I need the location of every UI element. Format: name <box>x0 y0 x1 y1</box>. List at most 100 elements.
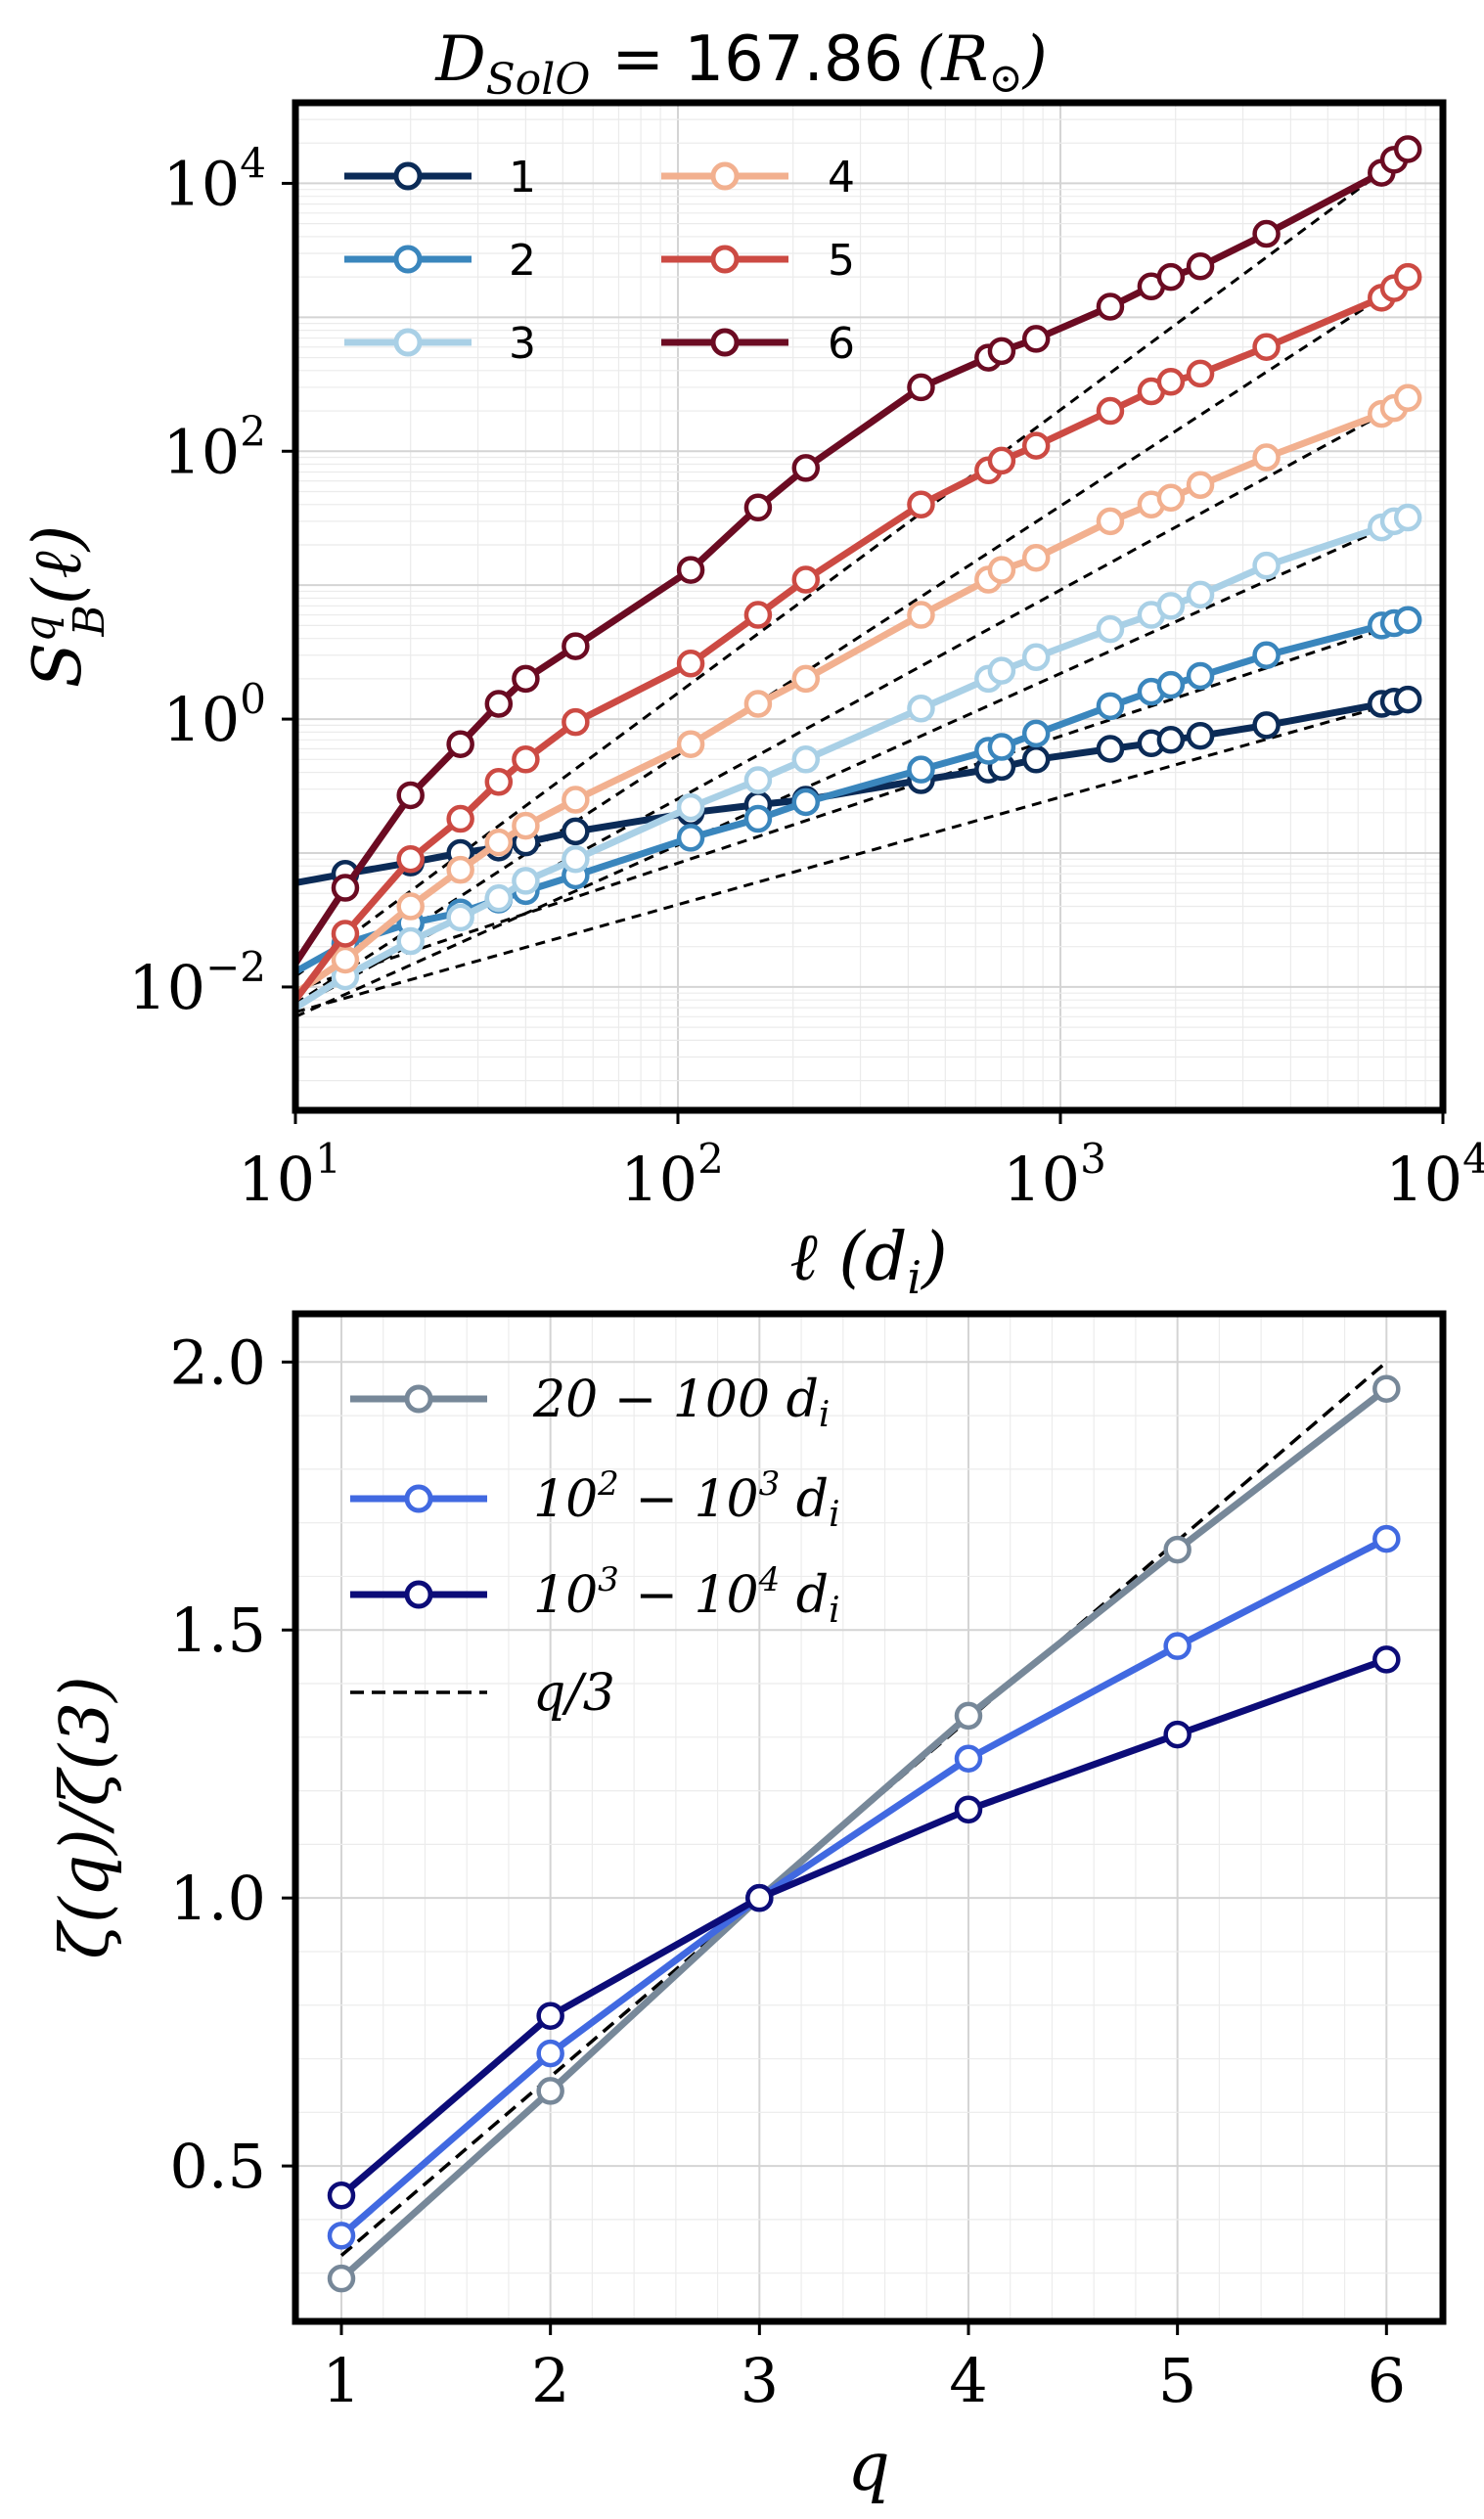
top-y-label-sub: B <box>65 605 114 637</box>
data-point-range-3 <box>1163 1720 1192 1749</box>
legend-marker-q2 <box>393 245 423 274</box>
series-line-q6 <box>292 146 1411 966</box>
top-y-tick-label: 10−2 <box>128 943 266 1023</box>
data-point-q2 <box>1393 606 1422 634</box>
data-point-q3 <box>1156 592 1186 620</box>
data-point-q4 <box>396 892 425 921</box>
data-point-q5 <box>446 804 474 833</box>
data-point-q6 <box>396 781 425 810</box>
bottom-y-tick-label: 0.5 <box>169 2131 266 2202</box>
data-point-q4 <box>1393 383 1422 413</box>
data-point-q3 <box>743 766 773 794</box>
data-point-q4 <box>907 601 935 629</box>
top-x-axis-label: ℓ (di) <box>789 1219 947 1304</box>
top-x-tick-label: 101 <box>238 1135 341 1215</box>
data-point-range-1 <box>1163 1535 1192 1564</box>
data-point-q6 <box>1156 262 1186 292</box>
data-point-q1 <box>1186 721 1215 750</box>
top-y-tick-exp: 4 <box>240 139 266 187</box>
data-point-q3 <box>1393 503 1422 532</box>
legend-entry-reference: q/3 <box>350 1664 615 1723</box>
data-point-q2 <box>1021 719 1051 748</box>
top-y-tick-base: 10 <box>162 684 240 755</box>
data-point-q3 <box>484 883 514 913</box>
bottom-y-tick-label: 2.0 <box>169 1327 266 1398</box>
legend-label-range-20-100: 20 − 100 di <box>532 1371 830 1435</box>
legend-range-3-sup2: 4 <box>758 1560 781 1599</box>
top-y-tick-label: 100 <box>162 675 266 755</box>
data-point-range-2 <box>954 1744 983 1773</box>
top-x-tick-base: 10 <box>1385 1144 1462 1215</box>
top-x-tick-exp: 4 <box>1462 1135 1484 1183</box>
data-point-range-3 <box>1372 1645 1401 1674</box>
data-point-q5 <box>1393 262 1422 292</box>
data-point-q2 <box>1252 641 1281 670</box>
series-line-range-1 <box>338 1385 1389 2281</box>
data-point-q3 <box>676 792 705 822</box>
data-point-q5 <box>791 565 821 594</box>
data-point-q3 <box>987 656 1016 685</box>
top-plot-frame <box>292 99 1447 1114</box>
top-y-axis-label: SqB(ℓ) <box>16 525 114 689</box>
data-point-q4 <box>484 828 514 857</box>
data-point-q3 <box>907 695 935 723</box>
legend-entry-range-20-100: 20 − 100 di <box>350 1371 830 1435</box>
data-point-q5 <box>484 767 514 796</box>
top-fit-line-q4 <box>294 398 1409 1010</box>
top-x-tick-base: 10 <box>620 1144 697 1215</box>
legend-range-2-end: d <box>780 1470 829 1529</box>
data-point-q5 <box>1096 396 1125 426</box>
top-y-tick-exp: −2 <box>205 943 266 991</box>
data-point-q3 <box>1252 551 1281 580</box>
data-point-q5 <box>907 490 935 518</box>
legend-label-q1: 1 <box>509 153 536 202</box>
data-point-q1 <box>1252 711 1281 740</box>
data-point-range-3 <box>536 2002 564 2030</box>
legend-marker-q5 <box>710 245 740 274</box>
data-point-q3 <box>1021 643 1051 672</box>
legend-label-range-1e3-1e4: 103 − 104 di <box>533 1560 840 1631</box>
top-x-tick-exp: 3 <box>1080 1135 1106 1183</box>
top-y-tick-label: 104 <box>162 139 266 219</box>
legend-range-3-end: d <box>780 1566 829 1625</box>
data-point-q3 <box>791 745 821 774</box>
series-line-range-2 <box>338 1535 1388 2238</box>
bottom-y-axis-label: ζ(q)/ζ(3) <box>47 1676 124 1959</box>
data-point-q4 <box>743 690 773 718</box>
data-point-q6 <box>1021 325 1051 353</box>
data-point-q6 <box>676 556 705 584</box>
legend-range-3-base: 10 <box>533 1566 598 1625</box>
data-point-q3 <box>446 903 474 932</box>
legend-label-range-1e2-1e3: 102 − 103 di <box>533 1464 840 1535</box>
bottom-x-tick-label: 6 <box>1368 2345 1406 2416</box>
legend-marker-q4 <box>710 161 740 191</box>
data-point-q5 <box>1156 368 1186 396</box>
top-x-label-close: ) <box>920 1219 948 1296</box>
data-point-q3 <box>396 926 425 956</box>
legend-range-3-sup: 3 <box>598 1560 619 1599</box>
bottom-x-tick-label: 2 <box>531 2345 569 2416</box>
data-point-q4 <box>1156 483 1186 512</box>
bottom-reference-line <box>339 1360 1388 2257</box>
bottom-x-tick-label: 1 <box>322 2345 360 2416</box>
data-point-q5 <box>1021 431 1051 460</box>
data-point-q3 <box>512 867 540 895</box>
legend-range-2-mid: − 10 <box>619 1470 759 1529</box>
bottom-x-tick-label: 5 <box>1158 2345 1196 2416</box>
data-point-q1 <box>562 817 590 846</box>
top-x-ticks: 101 102 103 104 <box>238 1110 1484 1215</box>
data-point-q6 <box>791 454 821 482</box>
series-line-q3 <box>293 514 1410 1012</box>
bottom-x-tick-label: 3 <box>741 2345 779 2416</box>
top-chart-title: DSolO = 167.86 (R⊙) <box>434 23 1047 105</box>
bottom-x-ticks: 1 2 3 4 5 6 <box>322 2321 1406 2416</box>
legend-range-3-mid: − 10 <box>619 1566 759 1625</box>
top-y-label-arg: (ℓ) <box>20 525 97 605</box>
legend-marker-q3 <box>393 328 423 357</box>
bottom-x-tick-label: 4 <box>949 2345 987 2416</box>
top-y-label-base: S <box>20 643 97 689</box>
series-line-q1 <box>294 696 1409 886</box>
top-series <box>292 135 1422 1012</box>
top-fit-line-q5 <box>294 278 1410 1006</box>
